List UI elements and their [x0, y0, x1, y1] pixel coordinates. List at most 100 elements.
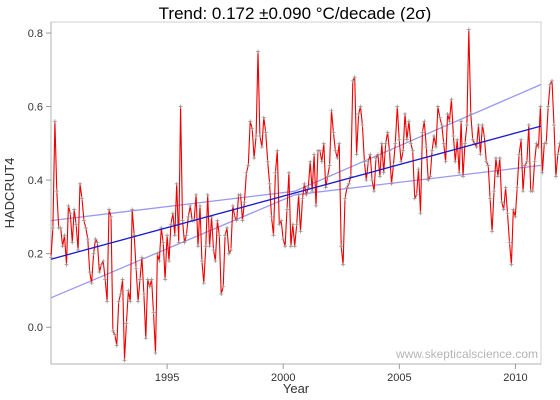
data-point-marker — [85, 236, 90, 241]
data-point-marker — [130, 207, 135, 212]
data-point-marker — [163, 277, 168, 282]
data-point-marker — [443, 159, 448, 164]
data-point-marker — [257, 134, 262, 138]
data-point-marker — [412, 196, 417, 201]
data-point-marker — [89, 281, 94, 286]
data-point-marker — [339, 244, 344, 249]
data-point-marker — [83, 225, 88, 230]
data-point-marker — [408, 141, 413, 146]
data-point-marker — [426, 178, 431, 183]
data-point-marker — [509, 262, 514, 267]
data-point-marker — [490, 229, 495, 234]
data-point-marker — [283, 244, 288, 249]
data-point-marker — [493, 156, 498, 161]
data-point-marker — [462, 141, 467, 146]
y-axis-ticks: 0.0 0.2 0.4 0.6 0.8 — [28, 28, 51, 334]
data-point-marker — [304, 192, 309, 197]
data-point-marker — [219, 292, 224, 297]
x-tick-label: 2005 — [387, 372, 411, 384]
data-point-marker — [277, 222, 282, 227]
data-point-marker — [366, 159, 371, 164]
data-point-marker — [346, 181, 351, 186]
data-point-marker — [194, 192, 199, 197]
data-point-marker — [108, 214, 113, 219]
data-point-marker — [275, 148, 280, 153]
data-point-marker — [329, 108, 334, 113]
data-point-marker — [207, 244, 212, 249]
data-point-marker — [551, 122, 556, 127]
data-point-marker — [196, 244, 201, 249]
data-point-marker — [259, 145, 264, 150]
trend-layer — [50, 125, 542, 260]
data-point-marker — [184, 233, 189, 238]
data-point-marker — [399, 159, 404, 164]
data-point-marker — [513, 214, 518, 219]
data-point-marker — [393, 141, 398, 146]
data-point-marker — [87, 270, 92, 275]
data-point-marker — [145, 277, 150, 282]
data-point-marker — [474, 145, 479, 150]
data-point-marker — [255, 49, 260, 54]
data-point-marker — [526, 122, 531, 127]
data-point-marker — [343, 196, 348, 201]
data-point-marker — [424, 145, 429, 150]
data-point-marker — [211, 248, 216, 252]
data-point-marker — [354, 152, 359, 157]
data-point-marker — [335, 156, 340, 161]
data-point-marker — [511, 207, 516, 212]
data-point-marker — [174, 181, 179, 186]
data-point-marker — [515, 185, 520, 190]
data-point-marker — [161, 240, 166, 245]
data-point-marker — [372, 189, 377, 194]
y-tick-label: 0.8 — [28, 28, 43, 40]
data-point-marker — [112, 332, 117, 337]
data-point-marker — [136, 299, 141, 304]
data-point-marker — [310, 189, 315, 194]
data-point-marker — [544, 141, 549, 146]
data-point-marker — [286, 170, 291, 175]
data-point-marker — [337, 141, 342, 146]
data-point-marker — [517, 152, 522, 157]
data-point-marker — [134, 266, 139, 271]
data-point-marker — [62, 233, 67, 238]
data-point-marker — [58, 225, 63, 230]
data-point-marker — [147, 284, 152, 289]
data-point-marker — [433, 145, 438, 150]
data-point-marker — [203, 244, 208, 249]
data-point-marker — [288, 244, 293, 249]
data-point-marker — [105, 299, 110, 304]
data-point-marker — [97, 270, 102, 275]
data-point-marker — [246, 163, 251, 168]
data-point-marker — [155, 251, 160, 256]
data-point-marker — [414, 192, 419, 197]
data-point-marker — [445, 111, 450, 116]
data-point-marker — [478, 152, 483, 157]
data-point-marker — [521, 189, 526, 194]
data-point-marker — [79, 196, 84, 201]
data-point-marker — [64, 262, 69, 267]
data-point-marker — [519, 137, 524, 142]
data-point-marker — [178, 104, 183, 109]
data-point-marker — [486, 163, 491, 168]
data-point-marker — [333, 148, 338, 153]
data-point-marker — [344, 185, 349, 190]
data-point-marker — [410, 148, 415, 153]
data-point-marker — [319, 159, 324, 164]
data-point-marker — [186, 214, 191, 219]
data-point-marker — [107, 207, 112, 212]
data-point-marker — [300, 196, 305, 201]
data-point-marker — [296, 192, 301, 197]
data-point-marker — [403, 111, 408, 116]
data-point-marker — [95, 240, 100, 245]
data-point-marker — [532, 159, 537, 164]
data-point-marker — [172, 233, 177, 238]
data-point-marker — [420, 130, 425, 135]
data-point-marker — [341, 262, 346, 267]
data-point-marker — [447, 119, 452, 124]
data-point-marker — [124, 321, 129, 326]
data-point-marker — [197, 203, 202, 208]
data-point-marker — [215, 218, 220, 223]
data-point-marker — [225, 225, 230, 230]
